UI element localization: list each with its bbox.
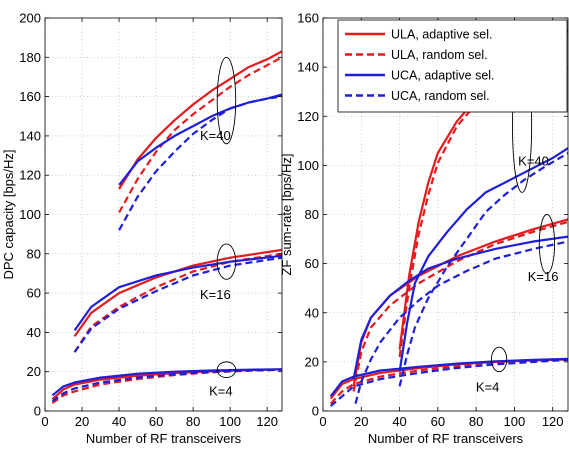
x-axis-label: Number of RF transceivers (86, 431, 242, 446)
x-tick-label: 60 (149, 414, 163, 429)
y-tick-label: 20 (27, 364, 41, 379)
y-tick-label: 120 (297, 109, 319, 124)
legend-entry-label: ULA, random sel. (391, 48, 488, 62)
series-line-uca-adaptive-sel (329, 147, 568, 397)
x-tick-label: 0 (41, 414, 48, 429)
annotation-label: K=40 (200, 128, 231, 143)
y-axis-label: DPC capacity [bps/Hz] (1, 149, 16, 279)
zf-sum-rate-chart: K=40 K=16 K=4 0 20 40 60 80 100 120 0 20 40 60 80 100 1… (279, 11, 569, 446)
y-tick-label: 20 (305, 354, 319, 369)
x-tick-label: 100 (504, 414, 526, 429)
y-tick-label: 140 (297, 60, 319, 75)
x-tick-label: 20 (354, 414, 368, 429)
y-tick-label: 80 (27, 246, 41, 261)
y-tick-label: 60 (305, 256, 319, 271)
y-tick-label: 140 (19, 128, 41, 143)
x-tick-label: 80 (469, 414, 483, 429)
y-tick-label: 100 (19, 207, 41, 222)
series-line-ula-random-sel (329, 31, 568, 405)
legend-box (337, 19, 568, 113)
y-tick-label: 160 (19, 89, 41, 104)
group-ellipse (216, 243, 237, 280)
y-tick-label: 0 (34, 404, 41, 419)
y-tick-label: 180 (19, 50, 41, 65)
group-ellipse (490, 346, 508, 373)
y-tick-label: 200 (19, 11, 41, 26)
x-tick-label: 40 (112, 414, 126, 429)
series-line-uca-random-sel (329, 152, 568, 407)
y-tick-label: 40 (27, 325, 41, 340)
dpc-capacity-chart: K=40 K=16 K=4 0 20 40 60 80 100 120 0 20 40 60 80 100 1… (1, 11, 283, 446)
x-tick-label: 0 (319, 414, 326, 429)
annotation-label: K=4 (209, 383, 233, 398)
annotation-label: K=40 (518, 153, 549, 168)
x-tick-label: 60 (431, 414, 445, 429)
y-tick-label: 40 (305, 305, 319, 320)
y-axis-label: ZF sum-rate [bps/Hz] (279, 153, 294, 275)
x-tick-label: 120 (256, 414, 278, 429)
annotation-label: K=16 (528, 269, 559, 284)
y-tick-label: 60 (27, 286, 41, 301)
legend-entry-label: ULA, adaptive sel. (391, 28, 492, 42)
annotation-label: K=4 (476, 379, 500, 394)
x-tick-label: 20 (75, 414, 89, 429)
legend-entry-label: UCA, adaptive sel. (391, 69, 495, 83)
legend-entry-label: UCA, random sel. (391, 89, 490, 103)
annotation-label: K=16 (200, 287, 231, 302)
x-tick-label: 100 (219, 414, 241, 429)
x-tick-label: 80 (186, 414, 200, 429)
y-tick-label: 100 (297, 158, 319, 173)
legend: ULA, adaptive sel. ULA, random sel. UCA, a… (337, 19, 568, 113)
y-tick-label: 120 (19, 168, 41, 183)
y-tick-label: 160 (297, 11, 319, 26)
series-line-uca-random-sel (51, 95, 282, 403)
group-ellipse (216, 56, 237, 145)
series-line-ula-random-sel (51, 56, 282, 405)
y-tick-label: 80 (305, 207, 319, 222)
group-ellipse (216, 361, 237, 379)
x-axis-label: Number of RF transceivers (368, 431, 524, 446)
y-tick-label: 0 (312, 404, 319, 419)
x-tick-label: 120 (542, 414, 564, 429)
group-ellipse (538, 214, 556, 274)
series-line-uca-adaptive-sel (51, 93, 282, 397)
x-tick-label: 40 (392, 414, 406, 429)
